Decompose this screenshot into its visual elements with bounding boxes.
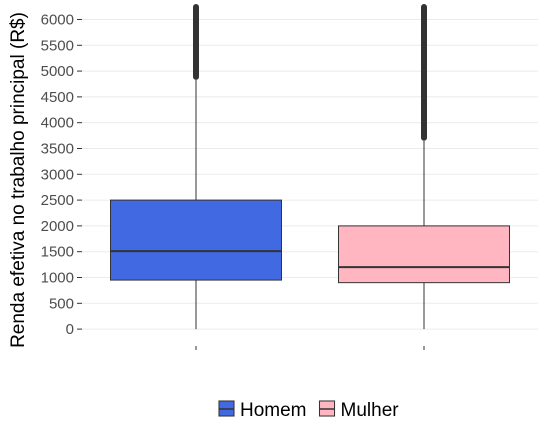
box-mulher bbox=[338, 225, 510, 284]
legend-label-homem: Homem bbox=[240, 400, 307, 421]
y-axis: 0 500 1000 1500 2000 2500 3000 3500 4000 4500 5000… bbox=[41, 11, 82, 338]
boxes bbox=[110, 4, 510, 330]
y-tick-label-4000: 4000 bbox=[41, 115, 74, 132]
outliers-homem bbox=[193, 4, 199, 80]
y-tick-label-2500: 2500 bbox=[41, 192, 74, 209]
y-tick-label-2000: 2000 bbox=[41, 218, 74, 235]
y-tick-label-1500: 1500 bbox=[41, 244, 74, 261]
legend: Homem Mulher bbox=[218, 400, 399, 421]
y-axis-label: Renda efetiva no trabalho principal (R$) bbox=[8, 12, 29, 348]
box-homem bbox=[110, 199, 282, 281]
y-tick-label-5000: 5000 bbox=[41, 63, 74, 80]
outliers-mulher bbox=[421, 4, 427, 141]
y-tick-label-500: 500 bbox=[49, 295, 74, 312]
y-tick-label-4500: 4500 bbox=[41, 89, 74, 106]
y-tick-label-3500: 3500 bbox=[41, 140, 74, 157]
y-tick-label-1000: 1000 bbox=[41, 269, 74, 286]
y-tick-label-5500: 5500 bbox=[41, 37, 74, 54]
y-tick-label-3000: 3000 bbox=[41, 166, 74, 183]
y-tick-label-6000: 6000 bbox=[41, 11, 74, 28]
y-tick-label-0: 0 bbox=[66, 321, 74, 338]
x-axis bbox=[195, 346, 425, 350]
legend-label-mulher: Mulher bbox=[341, 400, 400, 421]
